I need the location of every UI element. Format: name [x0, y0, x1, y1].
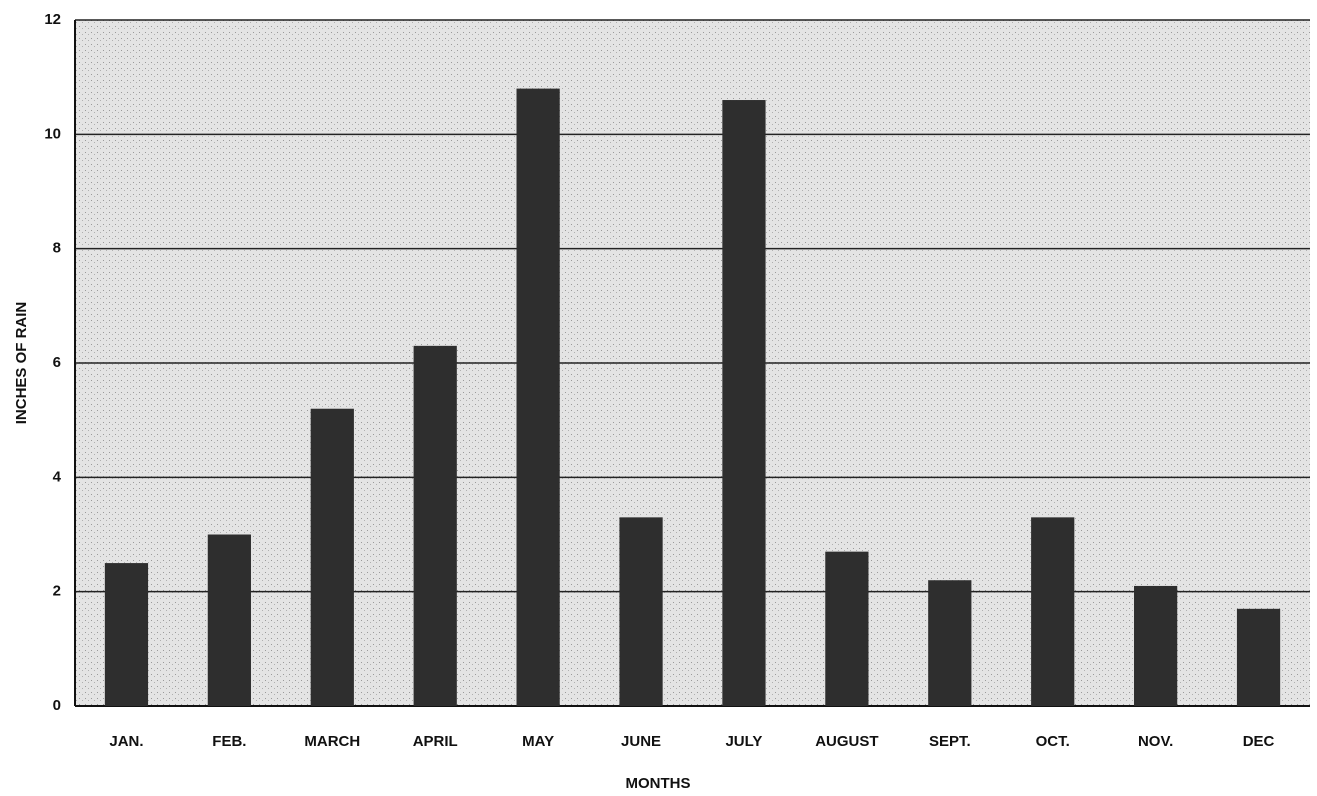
bar	[310, 408, 354, 706]
x-axis-label: MONTHS	[626, 775, 691, 792]
bar	[104, 563, 149, 706]
y-tick-label: 2	[53, 583, 61, 600]
bar	[722, 100, 766, 707]
bar	[928, 580, 972, 706]
x-tick-label: AUGUST	[815, 733, 878, 750]
x-tick-label: APRIL	[413, 733, 458, 750]
x-tick-label: JUNE	[621, 733, 661, 750]
y-tick-label: 12	[44, 11, 61, 28]
bar	[1031, 517, 1075, 706]
bar	[619, 517, 663, 706]
x-tick-label: JULY	[725, 733, 762, 750]
bar	[1236, 608, 1281, 706]
x-tick-label: NOV.	[1138, 733, 1173, 750]
x-tick-label: OCT.	[1036, 733, 1070, 750]
x-tick-label: FEB.	[212, 733, 246, 750]
x-tick-label: SEPT.	[929, 733, 971, 750]
x-tick-label: JAN.	[109, 733, 143, 750]
y-tick-label: 0	[53, 697, 61, 714]
x-tick-label: DEC	[1243, 733, 1275, 750]
bar	[207, 534, 251, 706]
x-tick-label: MAY	[522, 733, 554, 750]
bar	[1134, 585, 1178, 706]
y-tick-label: 4	[53, 468, 62, 485]
bar	[825, 551, 869, 706]
y-tick-label: 10	[44, 125, 61, 142]
y-tick-label: 8	[53, 240, 61, 257]
y-tick-label: 6	[53, 354, 61, 371]
y-axis-label: INCHES OF RAIN	[13, 302, 30, 425]
x-tick-label: MARCH	[304, 733, 360, 750]
bar	[413, 345, 457, 706]
bar	[516, 88, 560, 707]
